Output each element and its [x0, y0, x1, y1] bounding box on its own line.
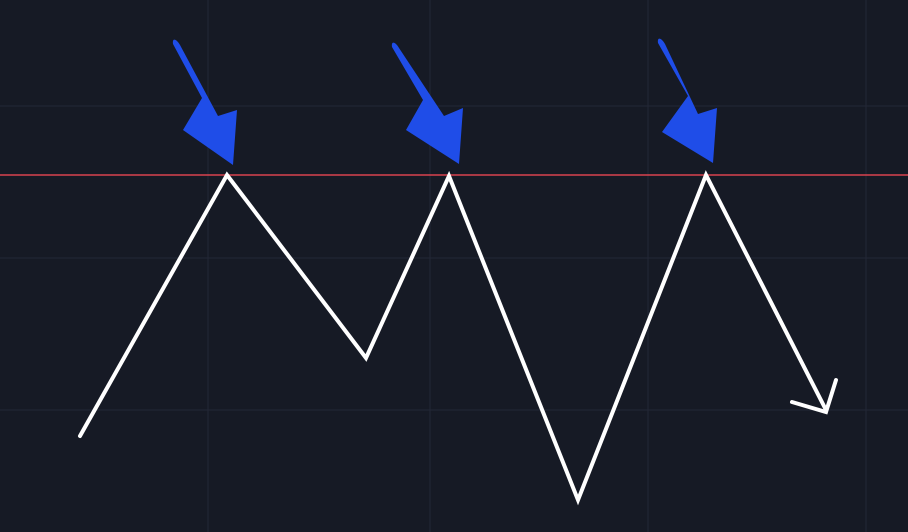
arrow-down-right-icon [657, 38, 717, 163]
top-markers [172, 38, 717, 165]
arrowhead-icon [790, 378, 838, 415]
price-path [78, 170, 828, 506]
arrow-down-right-icon [391, 42, 463, 164]
arrow-down-right-icon [172, 39, 237, 165]
